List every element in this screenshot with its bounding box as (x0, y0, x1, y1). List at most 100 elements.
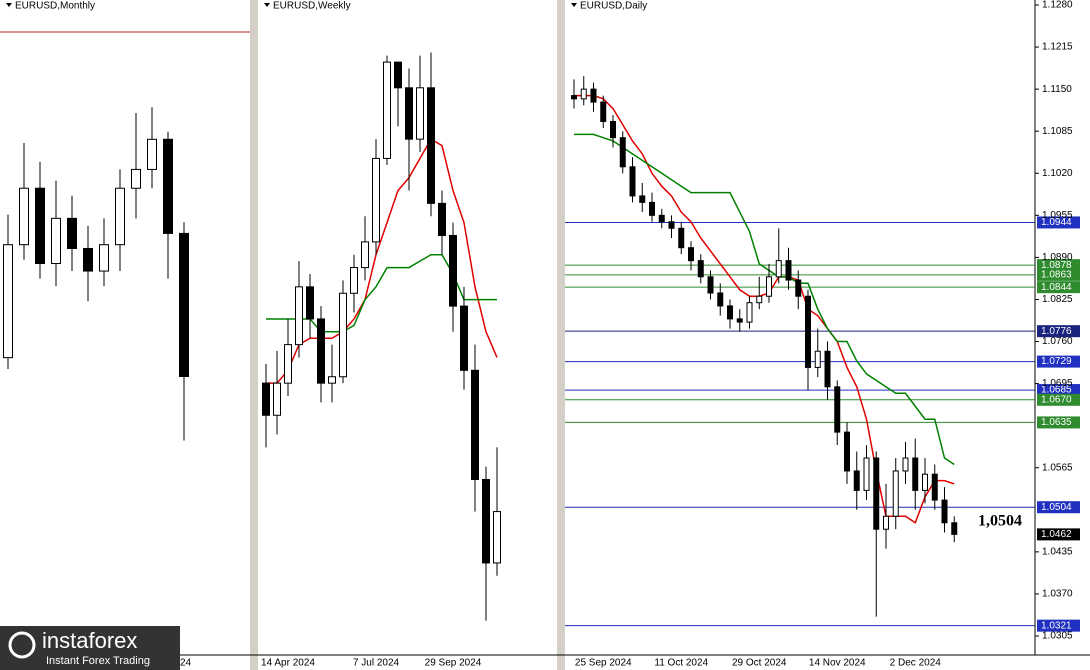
logo-tagline: Instant Forex Trading (46, 655, 150, 667)
level-label: 1.0635 (1041, 417, 1072, 428)
candle-body (99, 244, 109, 272)
level-label-box (1037, 281, 1080, 294)
level-label: 1.0878 (1041, 260, 1072, 271)
level-label-box (1037, 325, 1080, 338)
candle-body (83, 247, 93, 272)
candle-body (427, 87, 435, 204)
candle-body (688, 247, 694, 262)
y-tick-label: 1.0305 (1042, 631, 1073, 642)
candle-body (339, 292, 347, 378)
x-tick-label: 7 Jul 2024 (353, 658, 400, 669)
candle-body (931, 473, 938, 501)
candle-body (707, 276, 714, 294)
y-tick-label: 1.1020 (1042, 168, 1073, 179)
level-label-box (1037, 393, 1080, 406)
title-arrow (264, 3, 270, 7)
x-tick-label: 14 Nov 2024 (809, 658, 866, 669)
candle-body (668, 221, 675, 229)
candle-body (394, 61, 402, 89)
x-tick-label: 14 Apr 2024 (261, 658, 315, 669)
candle-body (717, 292, 724, 307)
candle-body (814, 350, 821, 368)
candle-body (844, 431, 850, 472)
panel: EURUSD,Weekly 14 Apr 2024 7 Jul 2024 29 Sep… (261, 1, 501, 669)
level-label: 1.0863 (1041, 270, 1072, 281)
logo-name: instaforex (42, 628, 137, 653)
candle-body (571, 95, 577, 100)
level-label: 1.0685 (1041, 385, 1072, 396)
candle-body (383, 61, 391, 159)
level-label: 1.0944 (1041, 217, 1072, 228)
y-tick-label: 1.1085 (1042, 126, 1073, 137)
title-arrow (571, 3, 577, 7)
candle-body (372, 157, 380, 243)
x-tick-label: 2 Dec 2024 (890, 658, 942, 669)
candle-body (580, 88, 587, 100)
candle-body (131, 168, 141, 189)
candle-body (35, 187, 45, 265)
candle-body (361, 241, 369, 269)
candle-body (306, 286, 314, 320)
candle-body (350, 267, 358, 294)
candle-body (639, 195, 646, 203)
candle-body (902, 457, 909, 472)
chart-title: EURUSD,Daily (580, 1, 647, 12)
candle-body (284, 344, 292, 384)
chart-title: EURUSD,Monthly (15, 1, 95, 12)
y-tick-label: 1.0695 (1042, 378, 1073, 389)
candle-body (951, 522, 958, 535)
level-label-box (1037, 216, 1080, 229)
candle-body (834, 386, 841, 433)
candle-body (922, 473, 928, 491)
candle-body (460, 305, 468, 371)
candle-body (317, 318, 325, 384)
candle-body (610, 120, 616, 139)
candle-body (147, 138, 157, 170)
level-label-box (1037, 619, 1080, 632)
x-tick-label: 29 Sep 2024 (425, 658, 482, 669)
candle-body (853, 470, 860, 491)
level-label-box (1037, 259, 1080, 272)
level-label-box (1037, 268, 1080, 281)
separator (557, 0, 565, 670)
candle-body (600, 101, 607, 122)
candle-body (912, 457, 919, 491)
candle-body (619, 137, 626, 168)
chart-title: EURUSD,Weekly (273, 1, 351, 12)
candle-body (863, 457, 870, 491)
last-price-label: 1.0462 (1041, 529, 1072, 540)
candle-body (115, 187, 125, 246)
y-tick-label: 1.1150 (1042, 84, 1072, 95)
candle-body (482, 478, 490, 564)
y-tick-label: 1.1215 (1042, 42, 1073, 53)
y-tick-label: 1.0955 (1042, 210, 1073, 221)
candle-body (658, 214, 665, 223)
y-tick-label: 1.1280 (1042, 0, 1073, 11)
y-tick-label: 1.0890 (1042, 252, 1073, 263)
candle-body (678, 227, 685, 249)
candle-body (590, 88, 597, 103)
candle-body (19, 187, 29, 246)
indicator-line (574, 133, 955, 466)
candle-body (67, 217, 77, 249)
candle-body (493, 511, 501, 564)
candle-body (649, 201, 655, 216)
candle-body (775, 260, 782, 278)
level-label: 1.0729 (1041, 356, 1072, 367)
candle-body (405, 87, 413, 140)
candle-body (3, 244, 13, 359)
x-tick-label: 11 Oct 2024 (654, 658, 708, 669)
candle-body (471, 369, 479, 480)
y-tick-label: 1.0565 (1042, 462, 1073, 473)
candle-body (295, 286, 303, 346)
candle-body (262, 382, 270, 416)
y-tick-label: 1.0370 (1042, 589, 1073, 600)
candle-body (438, 202, 446, 236)
candle-body (449, 234, 457, 307)
candle-body (873, 457, 880, 530)
plots: EURUSD,Monthly1 Jul 2024 EURUSD,Weekly 14 … (3, 0, 1080, 669)
level-label: 1.0776 (1041, 326, 1072, 337)
